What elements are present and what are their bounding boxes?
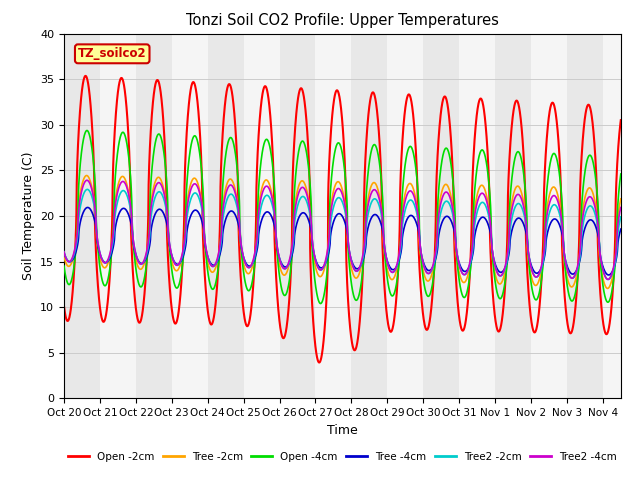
Legend: Open -2cm, Tree -2cm, Open -4cm, Tree -4cm, Tree2 -2cm, Tree2 -4cm: Open -2cm, Tree -2cm, Open -4cm, Tree -4…	[63, 448, 621, 466]
Bar	[423, 34, 459, 398]
Bar	[387, 34, 423, 398]
Bar	[603, 34, 621, 398]
Bar	[316, 34, 351, 398]
Bar	[172, 34, 208, 398]
Bar	[136, 34, 172, 398]
Bar	[567, 34, 603, 398]
Bar	[208, 34, 244, 398]
Bar	[531, 34, 567, 398]
Y-axis label: Soil Temperature (C): Soil Temperature (C)	[22, 152, 35, 280]
Bar	[280, 34, 316, 398]
Title: Tonzi Soil CO2 Profile: Upper Temperatures: Tonzi Soil CO2 Profile: Upper Temperatur…	[186, 13, 499, 28]
Bar	[100, 34, 136, 398]
Bar	[459, 34, 495, 398]
X-axis label: Time: Time	[327, 424, 358, 437]
Bar	[244, 34, 280, 398]
Text: TZ_soilco2: TZ_soilco2	[78, 48, 147, 60]
Bar	[495, 34, 531, 398]
Bar	[351, 34, 387, 398]
Bar	[64, 34, 100, 398]
